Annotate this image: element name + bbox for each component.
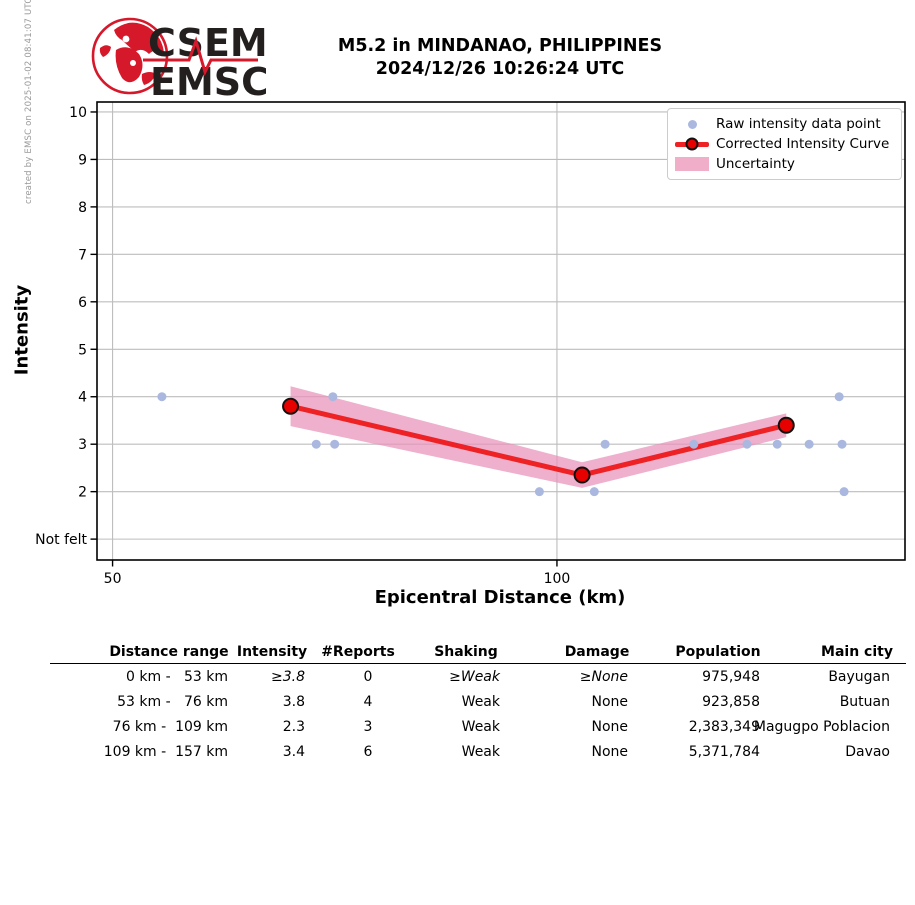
curve-point-marker bbox=[777, 416, 795, 434]
table-cell: 53 km - 76 km bbox=[117, 693, 228, 710]
table-header-cell: #Reports bbox=[321, 644, 395, 660]
x-tick-label: 100 bbox=[544, 571, 571, 587]
intensity-distance-chart: Not felt 2 3 4 5 6 7 8 9 10 50 100 bbox=[35, 101, 906, 587]
table-cell: 2.3 bbox=[282, 718, 305, 735]
table-cell: None bbox=[591, 693, 628, 710]
table-header-cell: Distance range bbox=[109, 644, 229, 660]
legend-label-raw: Raw intensity data point bbox=[716, 116, 881, 132]
table-header-cell: Shaking bbox=[434, 644, 498, 660]
table-header-cell: Intensity bbox=[236, 644, 308, 660]
curve-point-marker-icon bbox=[685, 137, 699, 151]
y-tick-label: 3 bbox=[78, 437, 87, 453]
table-cell: 3.8 bbox=[282, 693, 305, 710]
legend-item-curve: Corrected Intensity Curve bbox=[668, 134, 897, 154]
raw-intensity-point bbox=[689, 439, 699, 449]
curve-point-marker bbox=[282, 397, 300, 415]
table-cell: None bbox=[591, 718, 628, 735]
event-title: M5.2 in MINDANAO, PHILIPPINES bbox=[337, 36, 663, 56]
table-cell: 0 km - 53 km bbox=[126, 668, 228, 685]
raw-intensity-point bbox=[742, 439, 752, 449]
uncertainty-band-marker-icon bbox=[675, 157, 709, 171]
chart-legend: Raw intensity data point Corrected Inten… bbox=[667, 108, 902, 180]
raw-intensity-point bbox=[534, 487, 544, 497]
plot-border bbox=[96, 101, 906, 561]
raw-intensity-point bbox=[330, 439, 340, 449]
raw-intensity-point bbox=[772, 439, 782, 449]
table-cell: 6 bbox=[363, 743, 373, 760]
table-cell: 5,371,784 bbox=[688, 743, 760, 760]
curve-line-marker-icon bbox=[675, 137, 709, 151]
table-cell: ≥3.8 bbox=[271, 668, 305, 685]
y-tick-label: 2 bbox=[78, 485, 87, 501]
table-cell: Weak bbox=[461, 693, 500, 710]
y-tick-label: 10 bbox=[69, 105, 87, 121]
table-cell: ≥Weak bbox=[449, 668, 500, 685]
emsc-logo: CSEM EMSC bbox=[91, 17, 266, 104]
table-cell: 0 bbox=[363, 668, 373, 685]
page-title: M5.2 in MINDANAO, PHILIPPINES 2024/12/26… bbox=[150, 35, 850, 81]
table-cell: 923,858 bbox=[702, 693, 760, 710]
logo-text-csem: CSEM bbox=[148, 21, 266, 65]
table-cell: Weak bbox=[461, 718, 500, 735]
legend-item-raw: Raw intensity data point bbox=[668, 114, 897, 134]
raw-intensity-point bbox=[589, 487, 599, 497]
table-cell: 2,383,349 bbox=[688, 718, 760, 735]
table-cell: 975,948 bbox=[702, 668, 760, 685]
y-tick-label: Not felt bbox=[35, 532, 87, 548]
x-tick-label: 50 bbox=[104, 571, 122, 587]
table-cell: Magugpo Poblacion bbox=[753, 718, 890, 735]
curve-point-marker bbox=[573, 466, 591, 484]
table-header-cell: Population bbox=[675, 644, 761, 660]
raw-intensity-point bbox=[328, 392, 338, 402]
raw-point-marker-icon bbox=[687, 119, 697, 129]
event-datetime: 2024/12/26 10:26:24 UTC bbox=[375, 59, 625, 79]
table-cell: Butuan bbox=[839, 693, 890, 710]
legend-item-uncertainty: Uncertainty bbox=[668, 154, 897, 174]
table-cell: Davao bbox=[845, 743, 890, 760]
legend-label-uncertainty: Uncertainty bbox=[716, 156, 795, 172]
y-tick-label: 9 bbox=[78, 152, 87, 168]
raw-intensity-point bbox=[834, 392, 844, 402]
table-cell: 3.4 bbox=[282, 743, 305, 760]
table-header-cell: Main city bbox=[821, 644, 893, 660]
x-axis-label: Epicentral Distance (km) bbox=[374, 587, 626, 608]
seismogram-trace-icon bbox=[143, 36, 258, 77]
raw-intensity-point bbox=[311, 439, 321, 449]
table-cell: None bbox=[591, 743, 628, 760]
legend-label-curve: Corrected Intensity Curve bbox=[716, 136, 890, 152]
table-cell: 109 km - 157 km bbox=[103, 743, 228, 760]
table-cell: 4 bbox=[363, 693, 373, 710]
raw-intensity-point bbox=[600, 439, 610, 449]
raw-intensity-point bbox=[157, 392, 167, 402]
table-cell: 3 bbox=[363, 718, 373, 735]
table-cell: Bayugan bbox=[828, 668, 890, 685]
raw-intensity-point bbox=[839, 487, 849, 497]
table-header-rule bbox=[50, 663, 906, 664]
y-tick-label: 6 bbox=[78, 295, 87, 311]
uncertainty-band bbox=[290, 386, 787, 488]
globe-icon bbox=[91, 17, 169, 95]
table-cell: 76 km - 109 km bbox=[112, 718, 228, 735]
table-header-cell: Damage bbox=[564, 644, 630, 660]
y-tick-label: 7 bbox=[78, 247, 87, 263]
y-tick-label: 8 bbox=[78, 200, 87, 216]
raw-intensity-point bbox=[837, 439, 847, 449]
y-tick-label: 4 bbox=[78, 390, 87, 406]
table-cell: ≥None bbox=[579, 668, 628, 685]
y-tick-label: 5 bbox=[78, 342, 87, 358]
table-cell: Weak bbox=[461, 743, 500, 760]
raw-intensity-point bbox=[804, 439, 814, 449]
